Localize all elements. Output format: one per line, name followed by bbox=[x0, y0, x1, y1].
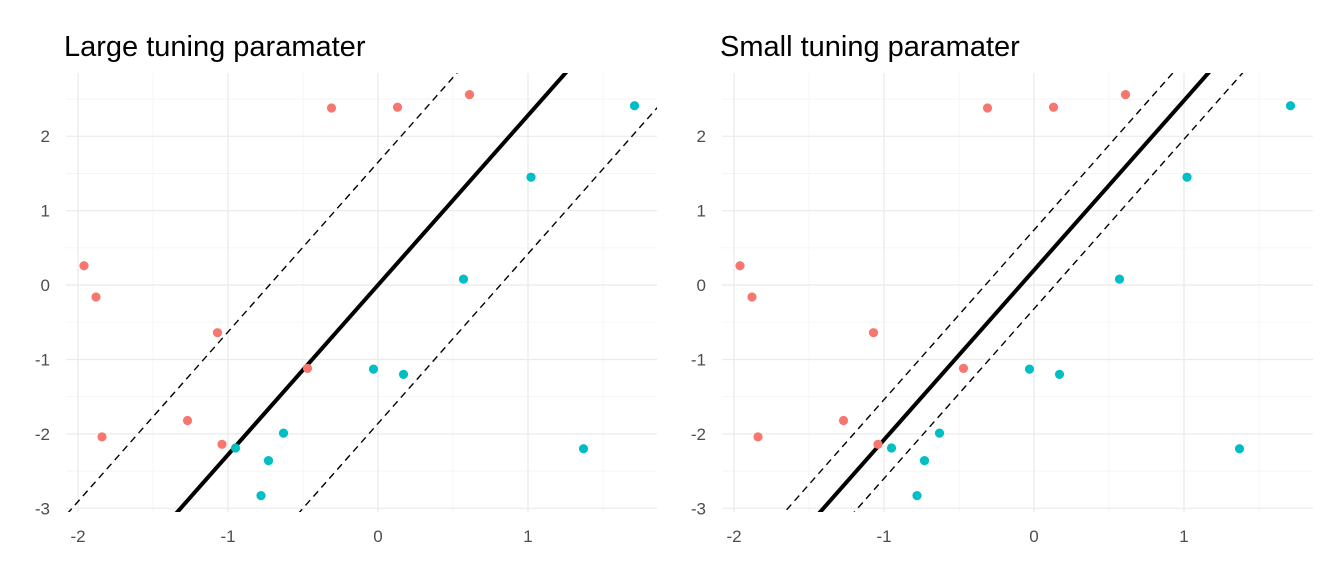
data-point-class-teal bbox=[278, 428, 289, 438]
y-tick-label: 0 bbox=[41, 276, 50, 295]
margin-upper-line bbox=[783, 73, 1174, 512]
x-tick-label: -1 bbox=[876, 527, 891, 546]
decision-boundary-line bbox=[817, 73, 1212, 512]
data-point-class-teal bbox=[398, 369, 409, 379]
y-tick-label: -1 bbox=[35, 350, 50, 369]
data-point-class-red bbox=[464, 89, 475, 100]
data-point-class-teal bbox=[1285, 101, 1296, 111]
data-point-class-red bbox=[91, 292, 101, 302]
chart-title: Small tuning paramater bbox=[720, 31, 1020, 63]
x-tick-label: 0 bbox=[1029, 527, 1038, 546]
y-tick-label: -3 bbox=[35, 499, 50, 518]
x-tick-label: -2 bbox=[726, 527, 741, 546]
data-point-class-red bbox=[97, 432, 107, 442]
data-point-class-teal bbox=[919, 456, 930, 466]
y-tick-label: -1 bbox=[691, 350, 706, 369]
svm-lines bbox=[783, 73, 1244, 512]
data-point-class-red bbox=[1048, 102, 1059, 112]
margin-upper-line bbox=[67, 73, 458, 512]
data-point-class-teal bbox=[1054, 369, 1065, 379]
data-point-class-red bbox=[212, 328, 223, 338]
data-point-class-teal bbox=[934, 428, 945, 438]
y-tick-label: -2 bbox=[691, 425, 706, 444]
data-point-class-red bbox=[217, 439, 227, 449]
y-tick-label: 0 bbox=[697, 276, 706, 295]
data-point-class-red bbox=[958, 363, 969, 373]
data-point-class-red bbox=[838, 415, 849, 426]
data-point-class-teal bbox=[263, 456, 274, 466]
data-point-class-teal bbox=[1234, 444, 1245, 454]
chart-title: Large tuning paramater bbox=[64, 31, 366, 63]
data-point-class-teal bbox=[578, 444, 589, 454]
data-point-class-teal bbox=[230, 443, 241, 453]
x-tick-label: -1 bbox=[220, 527, 235, 546]
x-tick-label: 1 bbox=[523, 527, 532, 546]
data-point-class-teal bbox=[912, 491, 922, 501]
decision-boundary-line bbox=[174, 73, 569, 512]
x-tick-label: 0 bbox=[373, 527, 382, 546]
x-tick-label: -2 bbox=[70, 527, 85, 546]
data-point-class-teal bbox=[1024, 364, 1035, 374]
data-point-class-red bbox=[982, 103, 993, 113]
data-point-class-red bbox=[747, 292, 757, 302]
panel-small-tuning: Small tuning paramater -2 -1 0 1 -3 -2 -1 0 1 2 bbox=[691, 31, 1313, 546]
y-tick-label: 2 bbox=[697, 127, 706, 146]
data-point-class-teal bbox=[1182, 172, 1192, 182]
data-point-class-red bbox=[182, 415, 193, 426]
y-tick-label: 2 bbox=[41, 127, 50, 146]
data-point-class-teal bbox=[629, 101, 640, 111]
panel-large-tuning: Large tuning paramater -2 -1 0 1 -3 -2 -1 0 1 2 bbox=[35, 31, 657, 546]
svm-lines bbox=[67, 73, 657, 512]
data-point-class-teal bbox=[256, 491, 266, 501]
x-tick-label: 1 bbox=[1179, 527, 1188, 546]
y-tick-label: 1 bbox=[697, 202, 706, 221]
data-point-class-red bbox=[735, 261, 745, 271]
data-point-class-teal bbox=[458, 274, 469, 284]
data-point-class-teal bbox=[886, 443, 897, 453]
data-point-class-teal bbox=[526, 172, 536, 182]
y-tick-label: -3 bbox=[691, 499, 706, 518]
data-point-class-red bbox=[79, 261, 89, 271]
margin-lower-line bbox=[298, 106, 657, 512]
data-point-class-red bbox=[326, 103, 337, 113]
data-point-class-red bbox=[873, 439, 883, 449]
y-tick-label: -2 bbox=[35, 425, 50, 444]
data-point-class-red bbox=[392, 102, 403, 112]
y-tick-label: 1 bbox=[41, 202, 50, 221]
data-point-class-teal bbox=[1114, 274, 1125, 284]
data-point-class-red bbox=[1120, 89, 1131, 100]
data-point-class-red bbox=[868, 328, 879, 338]
data-point-class-red bbox=[753, 432, 763, 442]
data-point-class-red bbox=[302, 363, 313, 373]
margin-lower-line bbox=[853, 73, 1244, 512]
data-point-class-teal bbox=[368, 364, 379, 374]
